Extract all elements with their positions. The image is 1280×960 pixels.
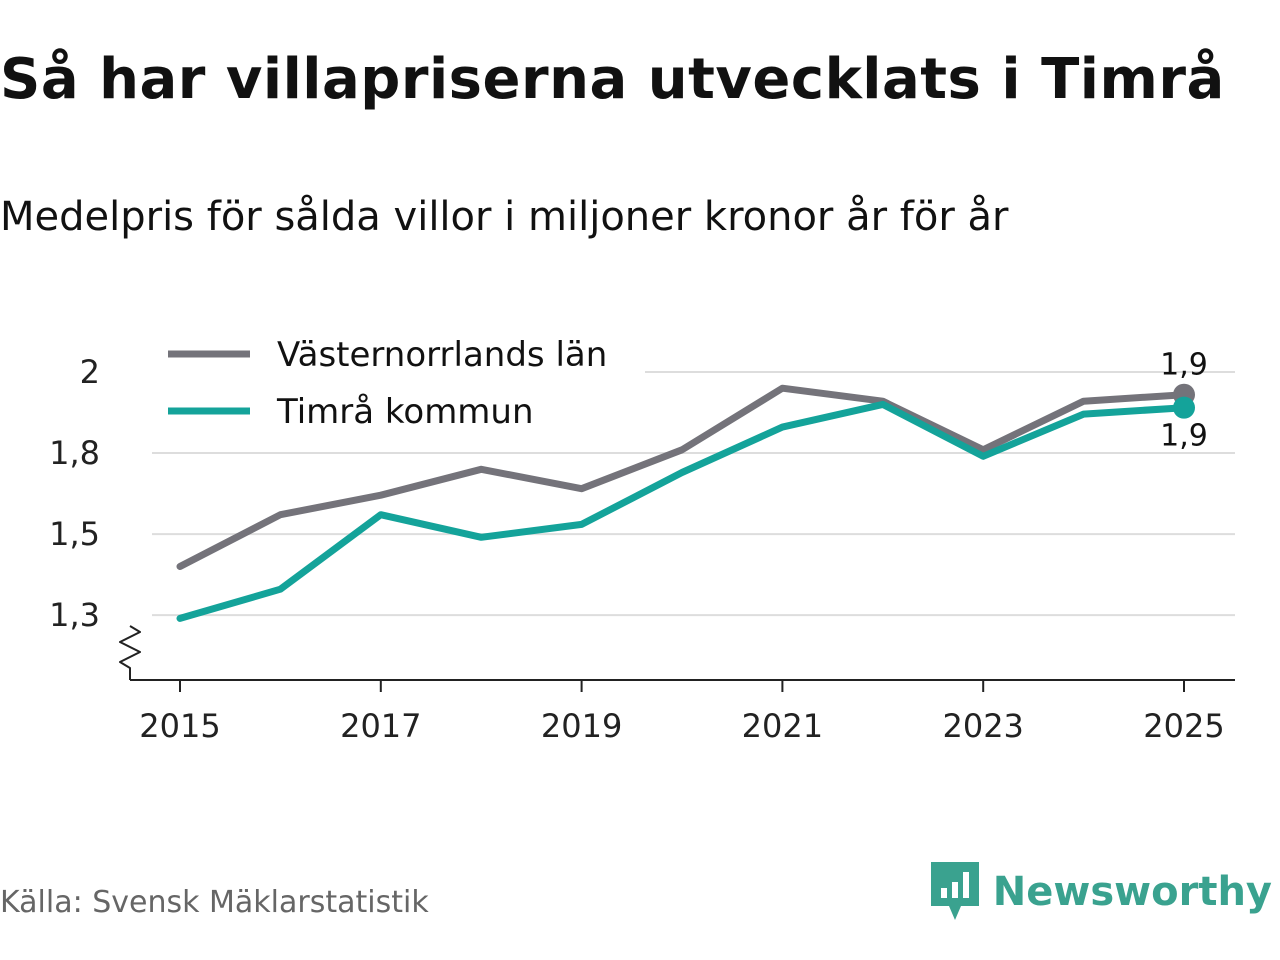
end-value-label: 1,9: [1160, 348, 1208, 383]
newsworthy-logo-icon: [930, 862, 979, 920]
y-tick-label: 1,5: [49, 515, 100, 553]
end-labels: 1,9 1,9: [1160, 348, 1208, 454]
brand-logo: Newsworthy: [930, 862, 1272, 922]
chart-subtitle: Medelpris för sålda villor i miljoner kr…: [0, 194, 1009, 240]
x-tick-label: 2023: [942, 707, 1023, 745]
series-end-point: [1173, 396, 1195, 419]
line-chart: 1,3 1,5 1,8 2 2015 2017 2019 2021 2023 2025 Väste…: [49, 330, 1235, 745]
source-note: Källa: Svensk Mäklarstatistik: [0, 885, 429, 920]
x-tick-label: 2019: [541, 707, 622, 745]
y-tick-label: 2: [80, 353, 100, 391]
x-tick-label: 2017: [340, 707, 421, 745]
series-line-vasternorrland: [176, 384, 1188, 570]
legend-label: Timrå kommun: [276, 392, 534, 432]
series-lines: [176, 383, 1195, 622]
series-line-timra: [176, 400, 1188, 622]
x-tick-label: 2025: [1143, 707, 1224, 745]
y-tick-label: 1,3: [49, 596, 100, 634]
legend-label: Västernorrlands län: [277, 335, 607, 375]
legend: Västernorrlands län Timrå kommun: [150, 330, 645, 440]
y-tick-label: 1,8: [49, 434, 100, 472]
legend-background: [150, 330, 645, 440]
y-axis-break: [119, 625, 141, 680]
x-tick-label: 2015: [139, 707, 220, 745]
x-tick-label: 2021: [742, 707, 823, 745]
end-value-label: 1,9: [1160, 419, 1208, 454]
brand-name: Newsworthy: [992, 869, 1272, 915]
chart-title: Så har villapriserna utvecklats i Timrå: [0, 47, 1225, 112]
axes: 1,3 1,5 1,8 2 2015 2017 2019 2021 2023 2025: [49, 353, 1235, 745]
